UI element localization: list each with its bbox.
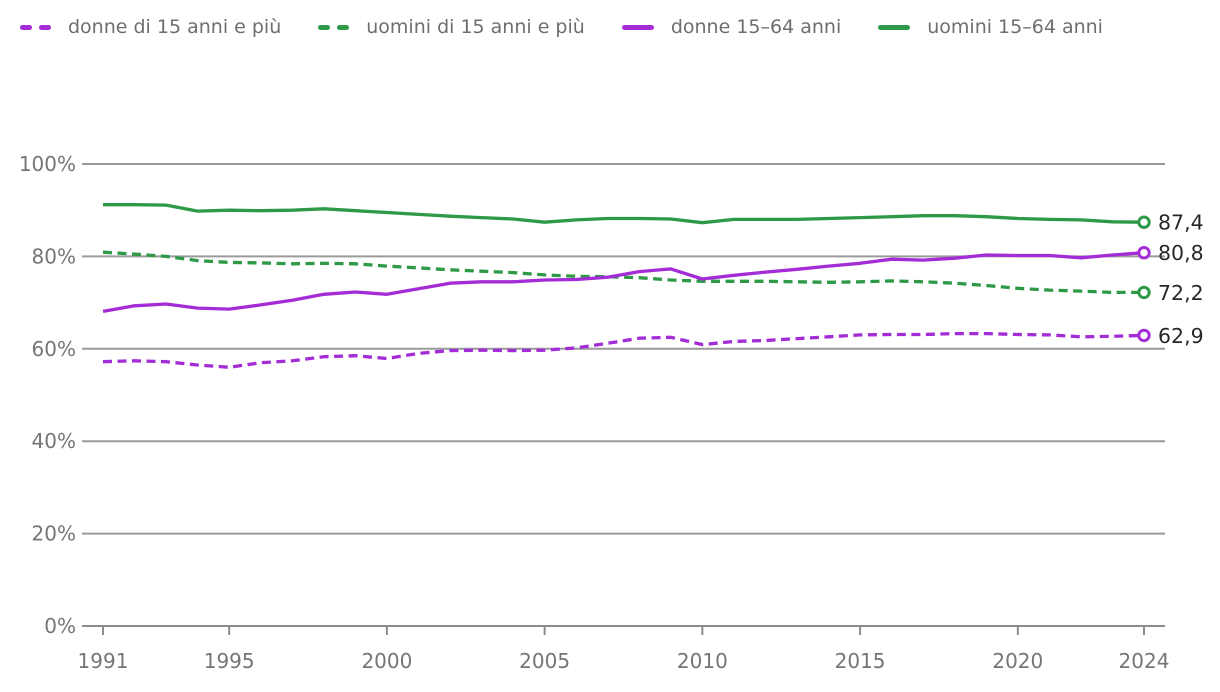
x-tick-label-2020: 2020 bbox=[992, 649, 1043, 673]
end-value-label-donne-15-64-anni: 80,8 bbox=[1158, 241, 1204, 265]
x-tick-label-1995: 1995 bbox=[204, 649, 255, 673]
legend-swatch-solid bbox=[878, 24, 911, 30]
series-line-donne-di-15-anni-e-pi bbox=[102, 331, 1145, 369]
end-marker-donne-di-15-anni-e-pi bbox=[1137, 328, 1151, 343]
legend-swatch-solid bbox=[621, 24, 654, 30]
end-marker-uomini-di-15-anni-e-pi bbox=[1137, 285, 1151, 300]
legend-item-label: donne 15–64 anni bbox=[670, 16, 842, 38]
legend-item-donne-15-64-anni: donne 15–64 anni bbox=[621, 16, 842, 38]
legend-item-label: uomini 15–64 anni bbox=[927, 16, 1103, 38]
series-line-uomini-di-15-anni-e-pi bbox=[102, 250, 1144, 295]
x-tick-label-2015: 2015 bbox=[835, 649, 886, 673]
legend-swatch-dashed bbox=[318, 24, 350, 30]
legend-item-label: donne di 15 anni e più bbox=[68, 16, 282, 38]
end-value-label-donne-di-15-anni-e-pi: 62,9 bbox=[1158, 324, 1204, 348]
legend-item-uomini-15-64-anni: uomini 15–64 anni bbox=[878, 16, 1103, 38]
y-tick-label-40: 40% bbox=[32, 429, 76, 453]
y-tick-label-60: 60% bbox=[32, 337, 76, 361]
y-tick-label-0: 0% bbox=[44, 614, 76, 638]
legend-item-label: uomini di 15 anni e più bbox=[366, 16, 585, 38]
x-tick-label-1991: 1991 bbox=[78, 649, 129, 673]
y-tick-label-100: 100% bbox=[19, 152, 76, 176]
x-tick-label-2024: 2024 bbox=[1119, 649, 1170, 673]
x-tick-label-2010: 2010 bbox=[677, 649, 728, 673]
x-tick-label-2000: 2000 bbox=[361, 649, 412, 673]
end-marker-uomini-15-64-anni bbox=[1137, 215, 1151, 229]
series-line-uomini-15-64-anni bbox=[103, 203, 1145, 225]
end-value-label-uomini-15-64-anni: 87,4 bbox=[1158, 211, 1204, 235]
legend-swatch-dashed bbox=[20, 24, 51, 30]
end-value-label-uomini-di-15-anni-e-pi: 72,2 bbox=[1158, 281, 1204, 305]
end-marker-donne-15-64-anni bbox=[1137, 246, 1151, 260]
series-line-donne-15-64-anni bbox=[102, 251, 1145, 314]
legend-item-uomini-di-15-anni-e-pi: uomini di 15 anni e più bbox=[318, 16, 585, 38]
y-tick-label-80: 80% bbox=[32, 244, 76, 268]
x-tick-label-2005: 2005 bbox=[519, 649, 570, 673]
y-tick-label-20: 20% bbox=[32, 522, 76, 546]
legend: donne di 15 anni e più uomini di 15 anni … bbox=[20, 16, 1200, 38]
legend-item-donne-di-15-anni-e-pi: donne di 15 anni e più bbox=[20, 16, 281, 38]
